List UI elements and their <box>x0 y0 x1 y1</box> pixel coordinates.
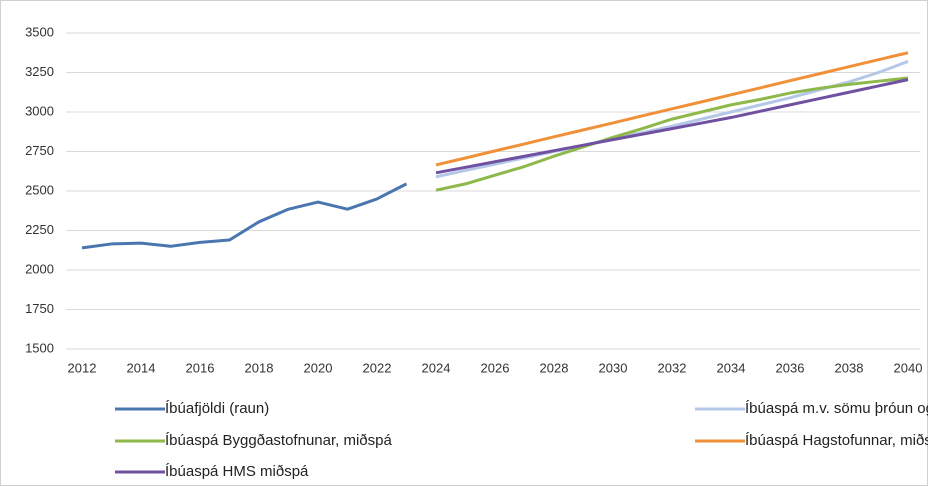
x-tick-label: 2024 <box>422 360 451 375</box>
legend-label: Íbúafjöldi (raun) <box>165 400 269 417</box>
x-tick-label: 2040 <box>894 360 923 375</box>
y-tick-label: 3000 <box>25 103 54 118</box>
x-tick-label: 2012 <box>68 360 97 375</box>
legend-label: Íbúaspá Byggðastofnunar, miðspá <box>165 432 392 449</box>
y-tick-label: 1750 <box>25 301 54 316</box>
x-tick-label: 2032 <box>658 360 687 375</box>
x-tick-label: 2016 <box>186 360 215 375</box>
y-tick-label: 1500 <box>25 340 54 355</box>
x-tick-label: 2034 <box>717 360 746 375</box>
y-tick-label: 3500 <box>25 24 54 39</box>
x-tick-label: 2038 <box>835 360 864 375</box>
x-tick-label: 2014 <box>127 360 156 375</box>
series-line <box>435 76 909 192</box>
legend-label: Íbúaspá HMS miðspá <box>165 463 309 480</box>
y-tick-label: 2000 <box>25 261 54 276</box>
x-tick-label: 2028 <box>540 360 569 375</box>
series-line <box>435 51 909 167</box>
x-tick-label: 2036 <box>776 360 805 375</box>
x-tick-label: 2022 <box>363 360 392 375</box>
x-tick-label: 2026 <box>481 360 510 375</box>
legend-label: Íbúaspá m.v. sömu þróun og 2012-2023 <box>745 400 928 417</box>
y-tick-label: 2500 <box>25 182 54 197</box>
y-tick-label: 2750 <box>25 143 54 158</box>
x-tick-label: 2020 <box>304 360 333 375</box>
legend-label: Íbúaspá Hagstofunnar, miðspá <box>745 432 928 449</box>
y-tick-label: 2250 <box>25 222 54 237</box>
series-line <box>435 78 909 175</box>
x-tick-label: 2018 <box>245 360 274 375</box>
y-tick-label: 3250 <box>25 64 54 79</box>
x-tick-label: 2030 <box>599 360 628 375</box>
series-line <box>81 182 408 250</box>
